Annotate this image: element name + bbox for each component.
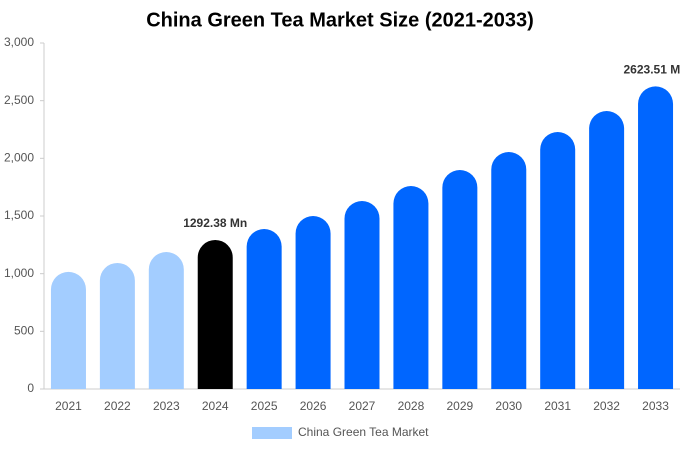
x-tick-label: 2027: [349, 399, 376, 413]
x-tick-label: 2021: [55, 399, 82, 413]
bar: [589, 111, 625, 389]
bar: [295, 216, 331, 389]
y-tick-label: 0: [27, 381, 34, 395]
y-tick-label: 1,500: [4, 208, 34, 222]
bar: [442, 169, 478, 389]
x-tick-label: 2022: [104, 399, 131, 413]
chart-title: China Green Tea Market Size (2021-2033): [146, 9, 534, 31]
x-tick-label: 2030: [495, 399, 522, 413]
bar: [491, 151, 527, 389]
y-tick-label: 2,500: [4, 93, 34, 107]
bar: [344, 201, 380, 389]
y-tick-label: 2,000: [4, 151, 34, 165]
x-tick-label: 2028: [398, 399, 425, 413]
y-tick-label: 1,000: [4, 266, 34, 280]
x-tick-label: 2031: [544, 399, 571, 413]
value-label: 1292.38 Mn: [183, 216, 247, 230]
bar: [197, 239, 233, 389]
x-tick-label: 2032: [593, 399, 620, 413]
x-tick-label: 2033: [642, 399, 669, 413]
x-tick-label: 2025: [251, 399, 278, 413]
bar: [540, 132, 576, 389]
y-tick-label: 500: [14, 324, 34, 338]
bar: [148, 251, 184, 389]
bar: [246, 229, 282, 389]
legend-label: China Green Tea Market: [298, 425, 429, 439]
bar: [50, 271, 86, 389]
y-tick-label: 3,000: [4, 35, 34, 49]
legend-swatch: [252, 427, 292, 439]
x-tick-label: 2029: [446, 399, 473, 413]
bar: [638, 86, 674, 389]
x-tick-label: 2023: [153, 399, 180, 413]
x-tick-label: 2026: [300, 399, 327, 413]
bar: [393, 186, 429, 389]
value-label: 2623.51 Mn: [624, 63, 680, 77]
bar: [99, 262, 135, 389]
x-tick-label: 2024: [202, 399, 229, 413]
